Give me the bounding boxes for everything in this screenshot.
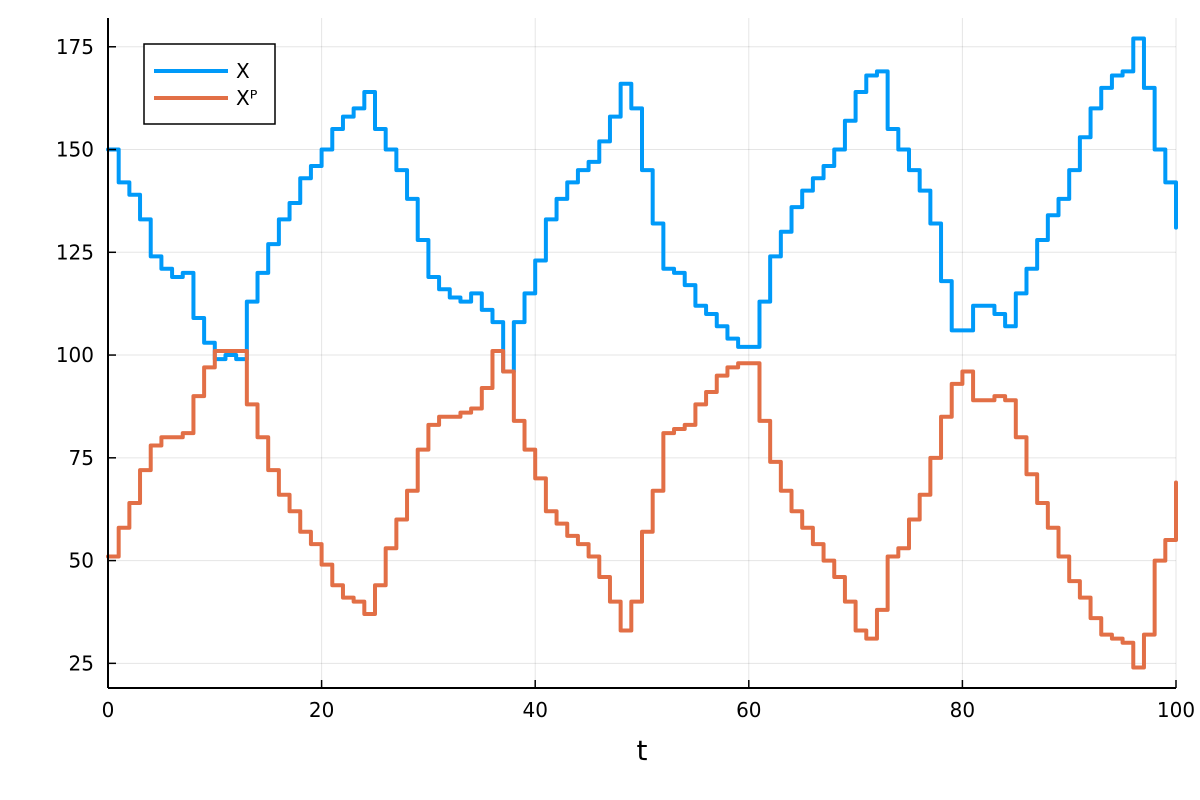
y-tick-label: 75 bbox=[69, 446, 94, 470]
legend-label-1: Xᴾ bbox=[236, 86, 258, 110]
x-tick-label: 0 bbox=[102, 698, 115, 722]
x-tick-label: 100 bbox=[1157, 698, 1195, 722]
x-tick-label: 80 bbox=[950, 698, 975, 722]
y-tick-label: 125 bbox=[56, 240, 94, 264]
legend: X Xᴾ bbox=[143, 43, 276, 125]
x-tick-label: 40 bbox=[522, 698, 547, 722]
x-axis-ticks: 0 20 40 60 80 100 bbox=[102, 680, 1195, 722]
x-tick-label: 20 bbox=[309, 698, 334, 722]
y-tick-label: 50 bbox=[69, 549, 94, 573]
series-line-1 bbox=[106, 348, 1178, 670]
x-tick-label: 60 bbox=[736, 698, 761, 722]
y-tick-label: 175 bbox=[56, 35, 94, 59]
grid-lines bbox=[107, 18, 1177, 688]
x-axis-label: t bbox=[637, 734, 648, 767]
y-axis-ticks: 25 50 75 100 125 150 175 bbox=[56, 35, 116, 675]
y-tick-label: 150 bbox=[56, 138, 94, 162]
legend-box bbox=[143, 43, 276, 125]
series-group bbox=[106, 36, 1178, 670]
y-tick-label: 25 bbox=[69, 651, 94, 675]
legend-label-0: X bbox=[236, 59, 250, 83]
y-tick-label: 100 bbox=[56, 343, 94, 367]
series-line-0 bbox=[106, 36, 1178, 374]
